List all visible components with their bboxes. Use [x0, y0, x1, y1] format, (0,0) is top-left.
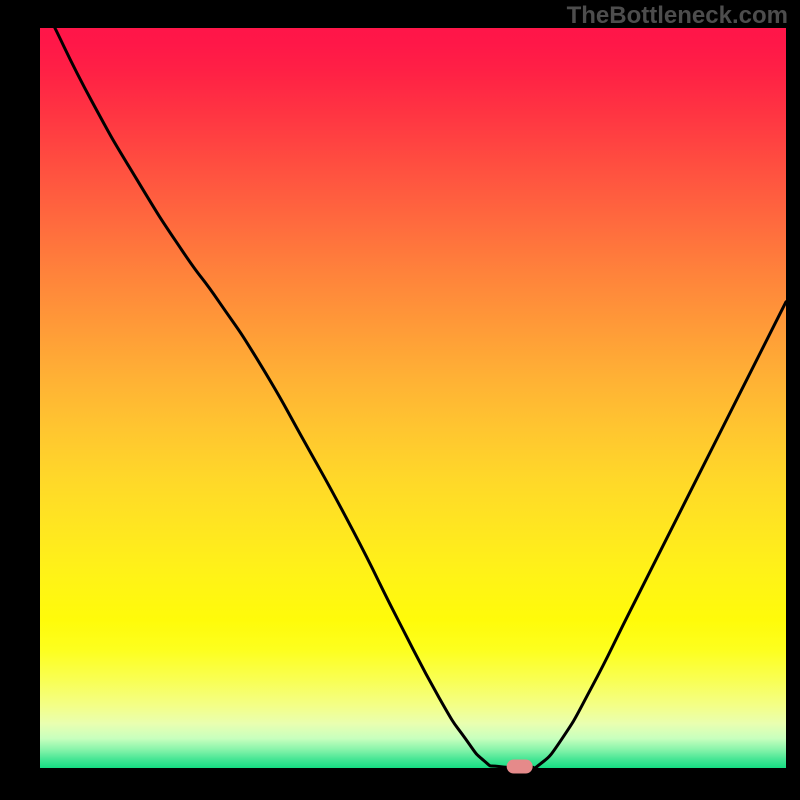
- chart-plot-area: [40, 28, 786, 768]
- chart-container: TheBottleneck.com: [0, 0, 800, 800]
- watermark-label: TheBottleneck.com: [567, 2, 788, 30]
